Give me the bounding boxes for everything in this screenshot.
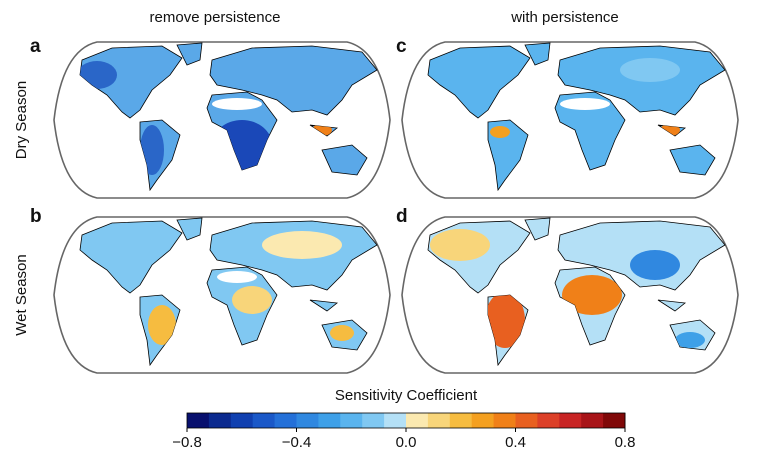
colorbar-segment	[494, 413, 516, 428]
map-panel	[54, 42, 390, 198]
colorbar-tick-label: 0.4	[505, 434, 526, 451]
colorbar-segment	[187, 413, 209, 428]
colorbar-segment	[297, 413, 319, 428]
colorbar-segment	[384, 413, 406, 428]
colorbar-segment	[275, 413, 297, 428]
colorbar-segment	[516, 413, 538, 428]
colorbar-segment	[603, 413, 625, 428]
panel-letter: a	[30, 36, 41, 57]
colorbar-segment	[209, 413, 231, 428]
column-title: remove persistence	[150, 9, 281, 26]
colorbar-segment	[450, 413, 472, 428]
colorbar: −0.8 −0.4 0.0 0.4 0.8	[172, 413, 635, 451]
colorbar-segment	[340, 413, 362, 428]
colorbar-tick-label: −0.4	[282, 434, 312, 451]
panel-letter: c	[396, 36, 407, 57]
colorbar-tick-label: 0.0	[396, 434, 417, 451]
colorbar-tick-label: −0.8	[172, 434, 202, 451]
colorbar-segment	[253, 413, 275, 428]
colorbar-segment	[559, 413, 581, 428]
colorbar-segment	[428, 413, 450, 428]
map-panel	[402, 42, 738, 198]
colorbar-segment	[472, 413, 494, 428]
map-panel	[402, 217, 738, 373]
figure: remove persistence with persistence Dry …	[0, 0, 760, 457]
panel-letter: d	[396, 206, 408, 227]
colorbar-segment	[537, 413, 559, 428]
colorbar-tick-label: 0.8	[615, 434, 636, 451]
row-label: Wet Season	[13, 254, 30, 335]
colorbar-segment	[362, 413, 384, 428]
panel-letter: b	[30, 206, 42, 227]
colorbar-segment	[406, 413, 428, 428]
map-panel	[54, 217, 390, 373]
colorbar-segment	[581, 413, 603, 428]
colorbar-label: Sensitivity Coefficient	[335, 387, 478, 404]
row-label: Dry Season	[13, 81, 30, 159]
colorbar-segment	[231, 413, 253, 428]
colorbar-segment	[318, 413, 340, 428]
column-title: with persistence	[510, 9, 619, 26]
